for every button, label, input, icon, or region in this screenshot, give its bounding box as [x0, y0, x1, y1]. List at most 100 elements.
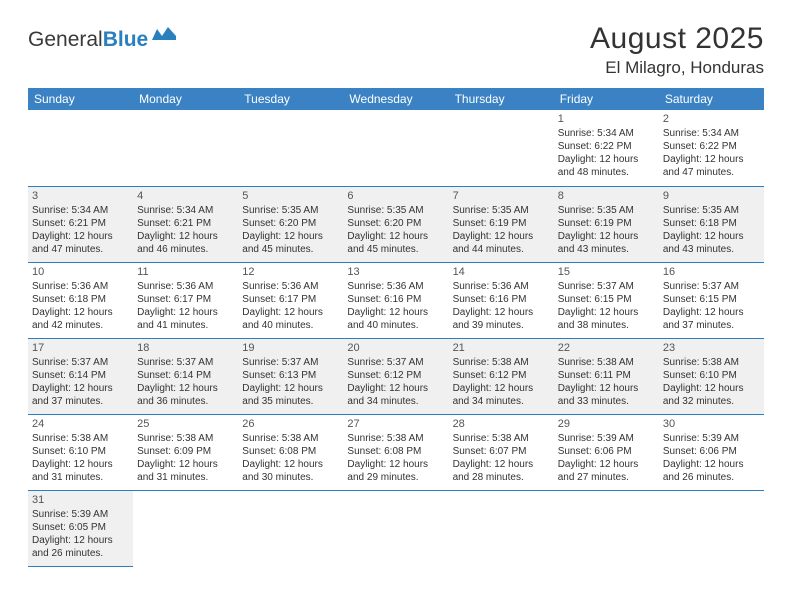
day-number: 26: [242, 417, 339, 431]
sunset-line: Sunset: 6:18 PM: [32, 293, 129, 306]
daylight-line-1: Daylight: 12 hours: [137, 306, 234, 319]
sunset-line: Sunset: 6:17 PM: [242, 293, 339, 306]
month-title: August 2025: [590, 22, 764, 56]
calendar-cell: [343, 490, 448, 566]
calendar-cell: [343, 110, 448, 186]
sunrise-line: Sunrise: 5:37 AM: [663, 280, 760, 293]
calendar-table: SundayMondayTuesdayWednesdayThursdayFrid…: [28, 88, 764, 567]
daylight-line-2: and 40 minutes.: [242, 319, 339, 332]
day-number: 14: [453, 265, 550, 279]
daylight-line-1: Daylight: 12 hours: [347, 382, 444, 395]
calendar-cell: [449, 490, 554, 566]
sunset-line: Sunset: 6:19 PM: [558, 217, 655, 230]
sunrise-line: Sunrise: 5:35 AM: [453, 204, 550, 217]
sunset-line: Sunset: 6:06 PM: [663, 445, 760, 458]
daylight-line-2: and 30 minutes.: [242, 471, 339, 484]
sunset-line: Sunset: 6:11 PM: [558, 369, 655, 382]
calendar-cell: [133, 110, 238, 186]
calendar-cell: 14Sunrise: 5:36 AMSunset: 6:16 PMDayligh…: [449, 262, 554, 338]
sunrise-line: Sunrise: 5:36 AM: [242, 280, 339, 293]
calendar-row: 17Sunrise: 5:37 AMSunset: 6:14 PMDayligh…: [28, 338, 764, 414]
daylight-line-2: and 41 minutes.: [137, 319, 234, 332]
sunset-line: Sunset: 6:15 PM: [663, 293, 760, 306]
calendar-cell: 8Sunrise: 5:35 AMSunset: 6:19 PMDaylight…: [554, 186, 659, 262]
daylight-line-1: Daylight: 12 hours: [558, 382, 655, 395]
daylight-line-1: Daylight: 12 hours: [663, 382, 760, 395]
sunset-line: Sunset: 6:22 PM: [663, 140, 760, 153]
day-number: 3: [32, 189, 129, 203]
sunrise-line: Sunrise: 5:38 AM: [453, 432, 550, 445]
sunrise-line: Sunrise: 5:37 AM: [32, 356, 129, 369]
calendar-cell: [28, 110, 133, 186]
sunset-line: Sunset: 6:07 PM: [453, 445, 550, 458]
sunset-line: Sunset: 6:08 PM: [242, 445, 339, 458]
sunrise-line: Sunrise: 5:35 AM: [663, 204, 760, 217]
sunset-line: Sunset: 6:21 PM: [137, 217, 234, 230]
day-number: 23: [663, 341, 760, 355]
sunrise-line: Sunrise: 5:37 AM: [347, 356, 444, 369]
day-number: 24: [32, 417, 129, 431]
daylight-line-1: Daylight: 12 hours: [453, 382, 550, 395]
day-header: Sunday: [28, 88, 133, 110]
daylight-line-2: and 43 minutes.: [663, 243, 760, 256]
day-number: 4: [137, 189, 234, 203]
calendar-cell: 20Sunrise: 5:37 AMSunset: 6:12 PMDayligh…: [343, 338, 448, 414]
daylight-line-1: Daylight: 12 hours: [663, 153, 760, 166]
daylight-line-2: and 29 minutes.: [347, 471, 444, 484]
day-number: 30: [663, 417, 760, 431]
sunset-line: Sunset: 6:16 PM: [347, 293, 444, 306]
sunset-line: Sunset: 6:12 PM: [453, 369, 550, 382]
calendar-cell: [659, 490, 764, 566]
calendar-cell: 9Sunrise: 5:35 AMSunset: 6:18 PMDaylight…: [659, 186, 764, 262]
daylight-line-2: and 34 minutes.: [453, 395, 550, 408]
daylight-line-1: Daylight: 12 hours: [242, 382, 339, 395]
daylight-line-2: and 36 minutes.: [137, 395, 234, 408]
daylight-line-2: and 26 minutes.: [32, 547, 129, 560]
sunset-line: Sunset: 6:08 PM: [347, 445, 444, 458]
calendar-cell: 2Sunrise: 5:34 AMSunset: 6:22 PMDaylight…: [659, 110, 764, 186]
calendar-cell: 18Sunrise: 5:37 AMSunset: 6:14 PMDayligh…: [133, 338, 238, 414]
daylight-line-1: Daylight: 12 hours: [32, 534, 129, 547]
calendar-cell: 13Sunrise: 5:36 AMSunset: 6:16 PMDayligh…: [343, 262, 448, 338]
calendar-cell: 11Sunrise: 5:36 AMSunset: 6:17 PMDayligh…: [133, 262, 238, 338]
calendar-row: 24Sunrise: 5:38 AMSunset: 6:10 PMDayligh…: [28, 414, 764, 490]
day-header: Thursday: [449, 88, 554, 110]
sunrise-line: Sunrise: 5:34 AM: [558, 127, 655, 140]
sunrise-line: Sunrise: 5:36 AM: [453, 280, 550, 293]
logo: GeneralBlue: [28, 28, 178, 52]
header: GeneralBlue August 2025 El Milagro, Hond…: [28, 22, 764, 78]
day-number: 11: [137, 265, 234, 279]
daylight-line-1: Daylight: 12 hours: [32, 306, 129, 319]
day-header: Monday: [133, 88, 238, 110]
daylight-line-1: Daylight: 12 hours: [453, 458, 550, 471]
sunset-line: Sunset: 6:13 PM: [242, 369, 339, 382]
daylight-line-2: and 31 minutes.: [32, 471, 129, 484]
day-number: 5: [242, 189, 339, 203]
calendar-cell: 23Sunrise: 5:38 AMSunset: 6:10 PMDayligh…: [659, 338, 764, 414]
calendar-cell: 3Sunrise: 5:34 AMSunset: 6:21 PMDaylight…: [28, 186, 133, 262]
day-number: 27: [347, 417, 444, 431]
calendar-page: GeneralBlue August 2025 El Milagro, Hond…: [0, 0, 792, 567]
daylight-line-2: and 45 minutes.: [242, 243, 339, 256]
daylight-line-2: and 42 minutes.: [32, 319, 129, 332]
sunrise-line: Sunrise: 5:38 AM: [347, 432, 444, 445]
daylight-line-1: Daylight: 12 hours: [137, 382, 234, 395]
calendar-cell: 30Sunrise: 5:39 AMSunset: 6:06 PMDayligh…: [659, 414, 764, 490]
sunset-line: Sunset: 6:17 PM: [137, 293, 234, 306]
sunset-line: Sunset: 6:05 PM: [32, 521, 129, 534]
calendar-cell: 21Sunrise: 5:38 AMSunset: 6:12 PMDayligh…: [449, 338, 554, 414]
sunset-line: Sunset: 6:19 PM: [453, 217, 550, 230]
daylight-line-1: Daylight: 12 hours: [453, 306, 550, 319]
day-header: Tuesday: [238, 88, 343, 110]
daylight-line-2: and 35 minutes.: [242, 395, 339, 408]
calendar-row: 3Sunrise: 5:34 AMSunset: 6:21 PMDaylight…: [28, 186, 764, 262]
day-number: 15: [558, 265, 655, 279]
calendar-cell: 12Sunrise: 5:36 AMSunset: 6:17 PMDayligh…: [238, 262, 343, 338]
sunrise-line: Sunrise: 5:35 AM: [242, 204, 339, 217]
day-number: 31: [32, 493, 129, 507]
daylight-line-2: and 40 minutes.: [347, 319, 444, 332]
day-number: 21: [453, 341, 550, 355]
daylight-line-1: Daylight: 12 hours: [242, 458, 339, 471]
calendar-head: SundayMondayTuesdayWednesdayThursdayFrid…: [28, 88, 764, 110]
day-number: 12: [242, 265, 339, 279]
